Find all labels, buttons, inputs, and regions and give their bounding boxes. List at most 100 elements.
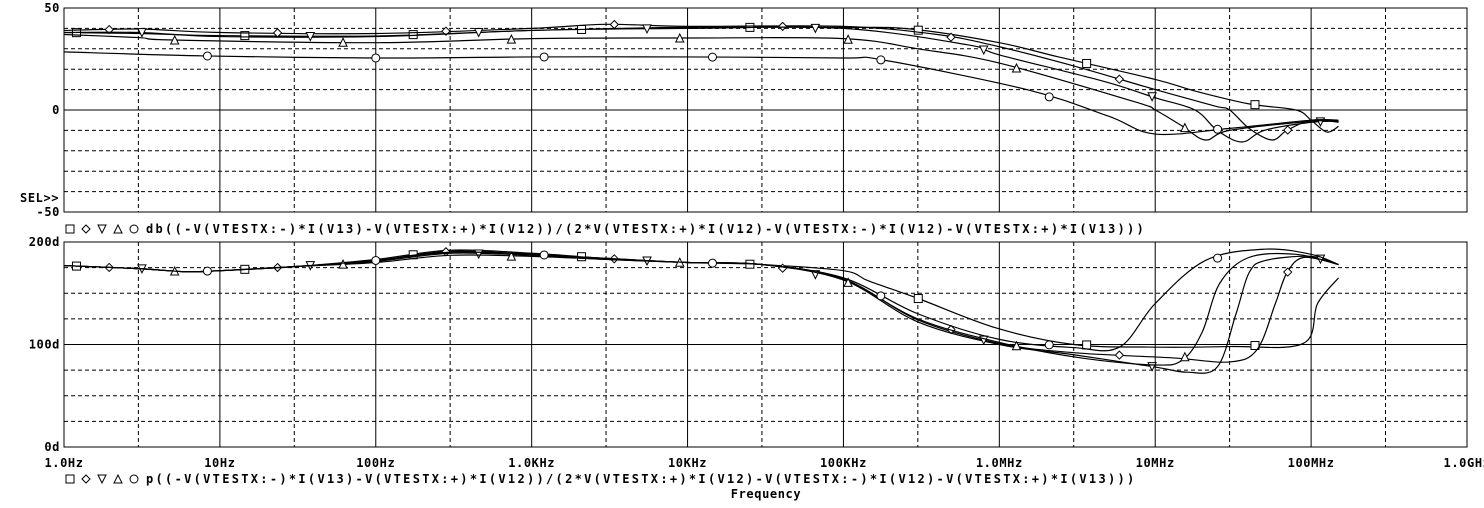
- legend-square-icon: [65, 474, 75, 484]
- x-tick-label: 10MHz: [1136, 456, 1175, 470]
- trace-marker-triangle-down: [137, 28, 147, 38]
- x-tick-label: 10Hz: [204, 456, 235, 470]
- trace-marker-triangle-up: [674, 32, 685, 43]
- series-square: [63, 249, 1340, 350]
- trace-marker-circle: [707, 258, 717, 268]
- legend-triangle-down-icon: [97, 224, 107, 235]
- trace-marker-diamond: [777, 21, 788, 32]
- trace-marker-diamond: [1114, 350, 1125, 360]
- y-tick-label: -50: [37, 205, 60, 219]
- y-tick-label: 0d: [44, 440, 60, 454]
- trace-marker-triangle-down: [978, 45, 989, 56]
- trace-line: [63, 33, 1339, 141]
- trace-marker-square: [240, 31, 250, 41]
- trace-marker-triangle-down: [810, 23, 821, 34]
- trace-marker-circle: [539, 250, 549, 260]
- trace-line: [63, 51, 1339, 136]
- x-tick-label: 1.0GHz: [1444, 456, 1484, 470]
- trace-marker-square: [913, 294, 923, 304]
- trace-marker-circle: [1044, 340, 1054, 350]
- trace-marker-circle: [539, 52, 549, 62]
- trace-marker-circle: [371, 53, 381, 63]
- x-axis-tick-labels: 1.0Hz 10Hz 100Hz 1.0KHz 10KHz 100KHz 1.0MHz 10M…: [44, 456, 1484, 470]
- legend-diamond-icon: [81, 224, 91, 234]
- trace-marker-triangle-up: [506, 250, 517, 261]
- trace-marker-triangle-down: [305, 32, 316, 42]
- series-triangle-up: [63, 32, 1339, 141]
- trace-marker-triangle-up: [1180, 122, 1190, 133]
- trace-marker-triangle-up: [843, 34, 853, 44]
- x-tick-label: 100Hz: [356, 456, 395, 470]
- trace-marker-triangle-down: [473, 249, 484, 260]
- x-tick-label: 1.0KHz: [508, 456, 555, 470]
- legend-triangle-up-icon: [113, 223, 123, 234]
- trace-marker-triangle-up: [1011, 340, 1022, 351]
- magnitude-db-plot: -50 0 50 db((-V(VTESTX:-)*I(V13)-V(VTESTX:+…: [37, 1, 1468, 236]
- x-tick-label: 1.0Hz: [44, 456, 83, 470]
- trace-marker-triangle-down: [642, 24, 652, 35]
- trace-line: [63, 252, 1339, 366]
- trace-marker-square: [913, 25, 923, 35]
- trace-marker-square: [1082, 340, 1092, 350]
- y-tick-label: 100d: [29, 338, 60, 352]
- legend-circle-icon: [129, 474, 139, 484]
- trace-marker-diamond: [946, 32, 956, 42]
- x-tick-label: 10KHz: [668, 456, 707, 470]
- trace-marker-triangle-up: [169, 34, 180, 45]
- trace-line: [63, 23, 1339, 141]
- trace-marker-circle: [876, 55, 886, 65]
- x-axis-label: Frequency: [731, 487, 801, 501]
- trace-marker-circle: [1213, 124, 1223, 134]
- trace-marker-circle: [1213, 253, 1223, 263]
- trace-marker-diamond: [1283, 267, 1293, 277]
- trace-marker-diamond: [104, 24, 114, 35]
- trace-marker-diamond: [1114, 74, 1125, 84]
- trace-marker-circle: [202, 266, 212, 276]
- trace-marker-diamond: [1283, 125, 1293, 135]
- trace-marker-square: [1082, 58, 1092, 68]
- series-square: [63, 22, 1339, 133]
- trace-line: [63, 248, 1339, 352]
- x-tick-label: 100MHz: [1288, 456, 1335, 470]
- trace-legend: p((-V(VTESTX:-)*I(V13)-V(VTESTX:+)*I(V12…: [65, 472, 1137, 486]
- legend-circle-icon: [129, 224, 139, 234]
- phase-plot: 0d 100d 200d p((-V(VTESTX:-)*I(V13)-V(VTEST…: [29, 235, 1468, 486]
- trace-marker-circle: [707, 52, 717, 62]
- x-tick-label: 100KHz: [820, 456, 867, 470]
- trace-marker-square: [408, 30, 418, 40]
- plot-frame: [63, 241, 1468, 448]
- legend-triangle-down-icon: [97, 474, 107, 485]
- trace-expression[interactable]: db((-V(VTESTX:-)*I(V13)-V(VTESTX:+)*I(V1…: [146, 222, 1146, 236]
- trace-marker-triangle-up: [338, 259, 348, 269]
- sel-marker[interactable]: SEL>>: [20, 191, 59, 205]
- trace-line: [63, 26, 1339, 143]
- trace-marker-triangle-up: [506, 34, 517, 44]
- trace-marker-triangle-up: [1011, 62, 1022, 73]
- x-tick-label: 1.0MHz: [976, 456, 1023, 470]
- legend-square-icon: [65, 224, 75, 234]
- plot-frame: [63, 7, 1468, 213]
- series-circle: [63, 248, 1339, 352]
- trace-marker-triangle-down: [473, 28, 484, 38]
- y-tick-label: 200d: [29, 235, 60, 249]
- legend-diamond-icon: [81, 474, 91, 484]
- series-circle: [63, 51, 1339, 136]
- trace-marker-diamond: [441, 26, 451, 36]
- trace-marker-circle: [371, 255, 381, 265]
- trace-marker-circle: [876, 291, 886, 301]
- trace-marker-triangle-up: [1180, 351, 1190, 362]
- trace-marker-triangle-up: [843, 277, 853, 287]
- trace-line: [63, 26, 1339, 133]
- trace-marker-diamond: [609, 19, 619, 30]
- trace-marker-circle: [202, 51, 212, 61]
- trace-marker-triangle-down: [1147, 92, 1157, 102]
- trace-expression[interactable]: p((-V(VTESTX:-)*I(V13)-V(VTESTX:+)*I(V12…: [146, 472, 1137, 486]
- trace-marker-circle: [1044, 92, 1054, 102]
- series-diamond: [63, 247, 1339, 363]
- trace-marker-triangle-up: [338, 37, 348, 47]
- series-diamond: [63, 19, 1339, 141]
- y-tick-label: 0: [52, 103, 60, 117]
- series-triangle-down: [63, 23, 1339, 143]
- y-tick-label: 50: [44, 1, 60, 15]
